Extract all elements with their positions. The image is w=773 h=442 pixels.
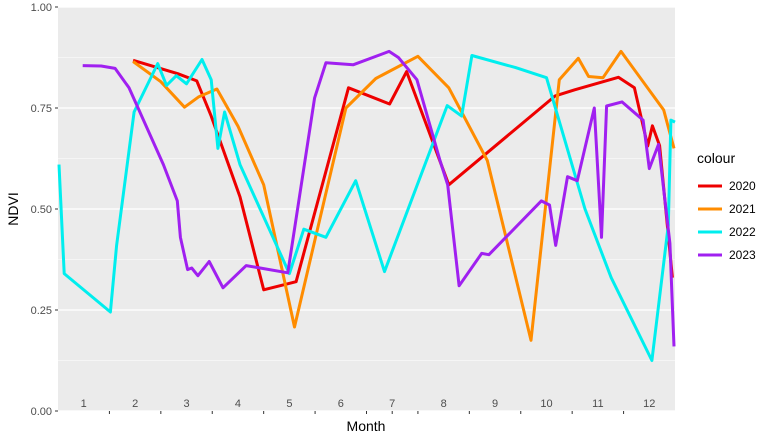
y-axis-title: NDVI (5, 192, 21, 225)
month-label: 4 (235, 398, 241, 410)
legend-label-2020: 2020 (729, 179, 756, 193)
y-tick-label: 1.00 (31, 2, 52, 14)
legend-title: colour (697, 150, 735, 166)
y-tick-label: 0.50 (31, 204, 52, 216)
month-label: 7 (389, 398, 395, 410)
x-axis-ticks (108, 411, 625, 414)
x-axis-title: Month (347, 418, 386, 434)
month-label: 12 (643, 398, 655, 410)
major-gridlines (58, 6, 675, 412)
month-label: 2 (132, 398, 138, 410)
legend-label-2022: 2022 (729, 225, 756, 239)
month-label: 6 (338, 398, 344, 410)
legend: colour 2020 2021 2022 2023 (697, 150, 756, 262)
month-label: 1 (81, 398, 87, 410)
month-labels: 1 2 3 4 5 6 7 8 9 10 11 12 (81, 398, 656, 410)
y-tick-label: 0.00 (31, 406, 52, 418)
month-label: 11 (592, 398, 603, 410)
series-line-2022 (57, 54, 676, 362)
month-label: 10 (540, 398, 552, 410)
series-line-2021 (132, 49, 676, 342)
month-label: 3 (183, 398, 189, 410)
month-label: 8 (441, 398, 447, 410)
month-label: 5 (286, 398, 292, 410)
month-label: 9 (492, 398, 498, 410)
series-line-2023 (82, 49, 676, 347)
series-lines (57, 49, 676, 362)
legend-label-2021: 2021 (729, 202, 756, 216)
y-tick-label: 0.75 (31, 103, 52, 115)
y-axis: 0.00 0.25 0.50 0.75 1.00 (31, 2, 58, 418)
legend-label-2023: 2023 (729, 248, 756, 262)
y-tick-label: 0.25 (31, 305, 52, 317)
